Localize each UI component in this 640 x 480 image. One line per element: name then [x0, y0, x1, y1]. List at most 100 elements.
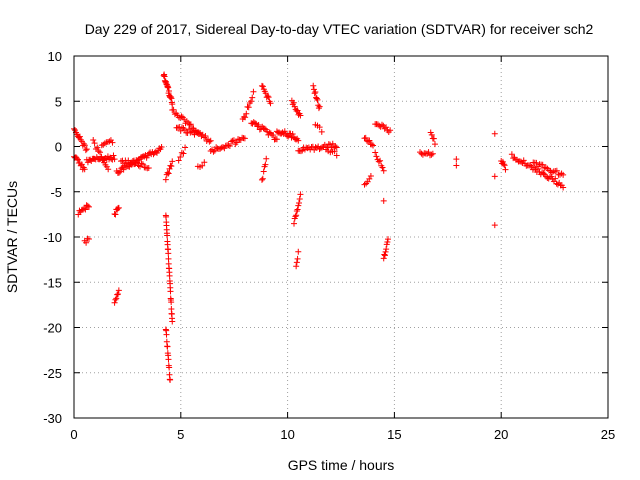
data-point — [428, 131, 435, 138]
data-point — [110, 152, 117, 159]
data-point — [289, 130, 296, 137]
data-point — [177, 127, 184, 134]
data-point — [120, 166, 127, 173]
data-point — [115, 287, 122, 294]
data-point — [380, 197, 387, 204]
data-point — [384, 236, 391, 243]
data-point — [181, 127, 188, 134]
data-point — [168, 299, 175, 306]
data-point — [316, 124, 323, 131]
data-point — [491, 222, 498, 229]
data-point — [502, 166, 509, 173]
data-point — [218, 144, 225, 151]
data-point — [195, 129, 202, 136]
data-point — [175, 157, 182, 164]
data-point — [85, 235, 92, 242]
data-point — [176, 123, 183, 130]
data-point — [552, 175, 559, 182]
y-tick-label: -15 — [43, 275, 62, 290]
data-point — [164, 169, 171, 176]
data-point — [226, 142, 233, 149]
data-points — [71, 71, 567, 383]
y-tick-label: 5 — [55, 94, 62, 109]
data-point — [82, 147, 89, 154]
data-point — [539, 161, 546, 168]
data-point — [169, 318, 176, 325]
data-point — [111, 299, 118, 306]
y-tick-label: -25 — [43, 366, 62, 381]
data-point — [380, 167, 387, 174]
data-point — [201, 159, 208, 166]
data-point — [112, 211, 119, 218]
data-point — [170, 106, 177, 113]
data-point — [91, 140, 98, 147]
data-point — [291, 220, 298, 227]
data-point — [206, 138, 213, 145]
data-point — [453, 162, 460, 169]
data-point — [297, 112, 304, 119]
data-point — [332, 143, 339, 150]
data-point — [83, 239, 90, 246]
data-point — [235, 136, 242, 143]
data-point — [164, 232, 171, 239]
tick-labels: 0 5 10 15 20 25 -30 -25 -20 -15 -10 -5 0 5 10 — [43, 49, 615, 442]
data-point — [180, 150, 187, 157]
data-point — [312, 144, 319, 151]
chart-title: Day 229 of 2017, Sidereal Day-to-day VTE… — [85, 21, 594, 37]
data-point — [168, 163, 175, 170]
data-point — [165, 356, 172, 363]
data-point — [80, 140, 87, 147]
data-point — [312, 89, 319, 96]
data-point — [94, 144, 101, 151]
data-point — [370, 142, 377, 149]
data-point — [333, 152, 340, 159]
data-point — [249, 94, 256, 101]
data-point — [228, 138, 235, 145]
data-point — [528, 163, 535, 170]
data-point — [273, 136, 280, 143]
data-point — [162, 176, 169, 183]
grid-lines — [74, 56, 608, 418]
data-point — [419, 151, 426, 158]
data-point — [383, 246, 390, 253]
data-point — [527, 162, 534, 169]
data-point — [291, 103, 298, 110]
data-point — [270, 132, 277, 139]
data-point — [380, 122, 387, 129]
data-point — [134, 159, 141, 166]
data-point — [111, 210, 118, 217]
data-point — [77, 136, 84, 143]
data-point — [197, 130, 204, 137]
data-point — [210, 148, 217, 155]
data-point — [199, 162, 206, 169]
data-point — [560, 171, 567, 178]
data-point — [296, 196, 303, 203]
data-point — [331, 148, 338, 155]
data-point — [97, 149, 104, 156]
x-tick-label: 15 — [387, 427, 401, 442]
data-point — [313, 95, 320, 102]
x-tick-label: 20 — [494, 427, 508, 442]
x-tick-label: 5 — [177, 427, 184, 442]
data-point — [366, 137, 373, 144]
data-point — [220, 143, 227, 150]
data-point — [145, 165, 152, 172]
data-point — [558, 170, 565, 177]
data-point — [501, 162, 508, 169]
data-point — [111, 156, 118, 163]
data-point — [186, 121, 193, 128]
data-point — [297, 191, 304, 198]
data-point — [520, 157, 527, 164]
data-point — [310, 82, 317, 89]
data-point — [310, 86, 317, 93]
data-point — [178, 113, 185, 120]
data-point — [381, 125, 388, 132]
data-point — [281, 128, 288, 135]
data-point — [375, 158, 382, 165]
data-point — [117, 168, 124, 175]
data-point — [293, 212, 300, 219]
data-point — [233, 139, 240, 146]
data-point — [166, 364, 173, 371]
data-point — [202, 133, 209, 140]
data-point — [430, 135, 437, 142]
